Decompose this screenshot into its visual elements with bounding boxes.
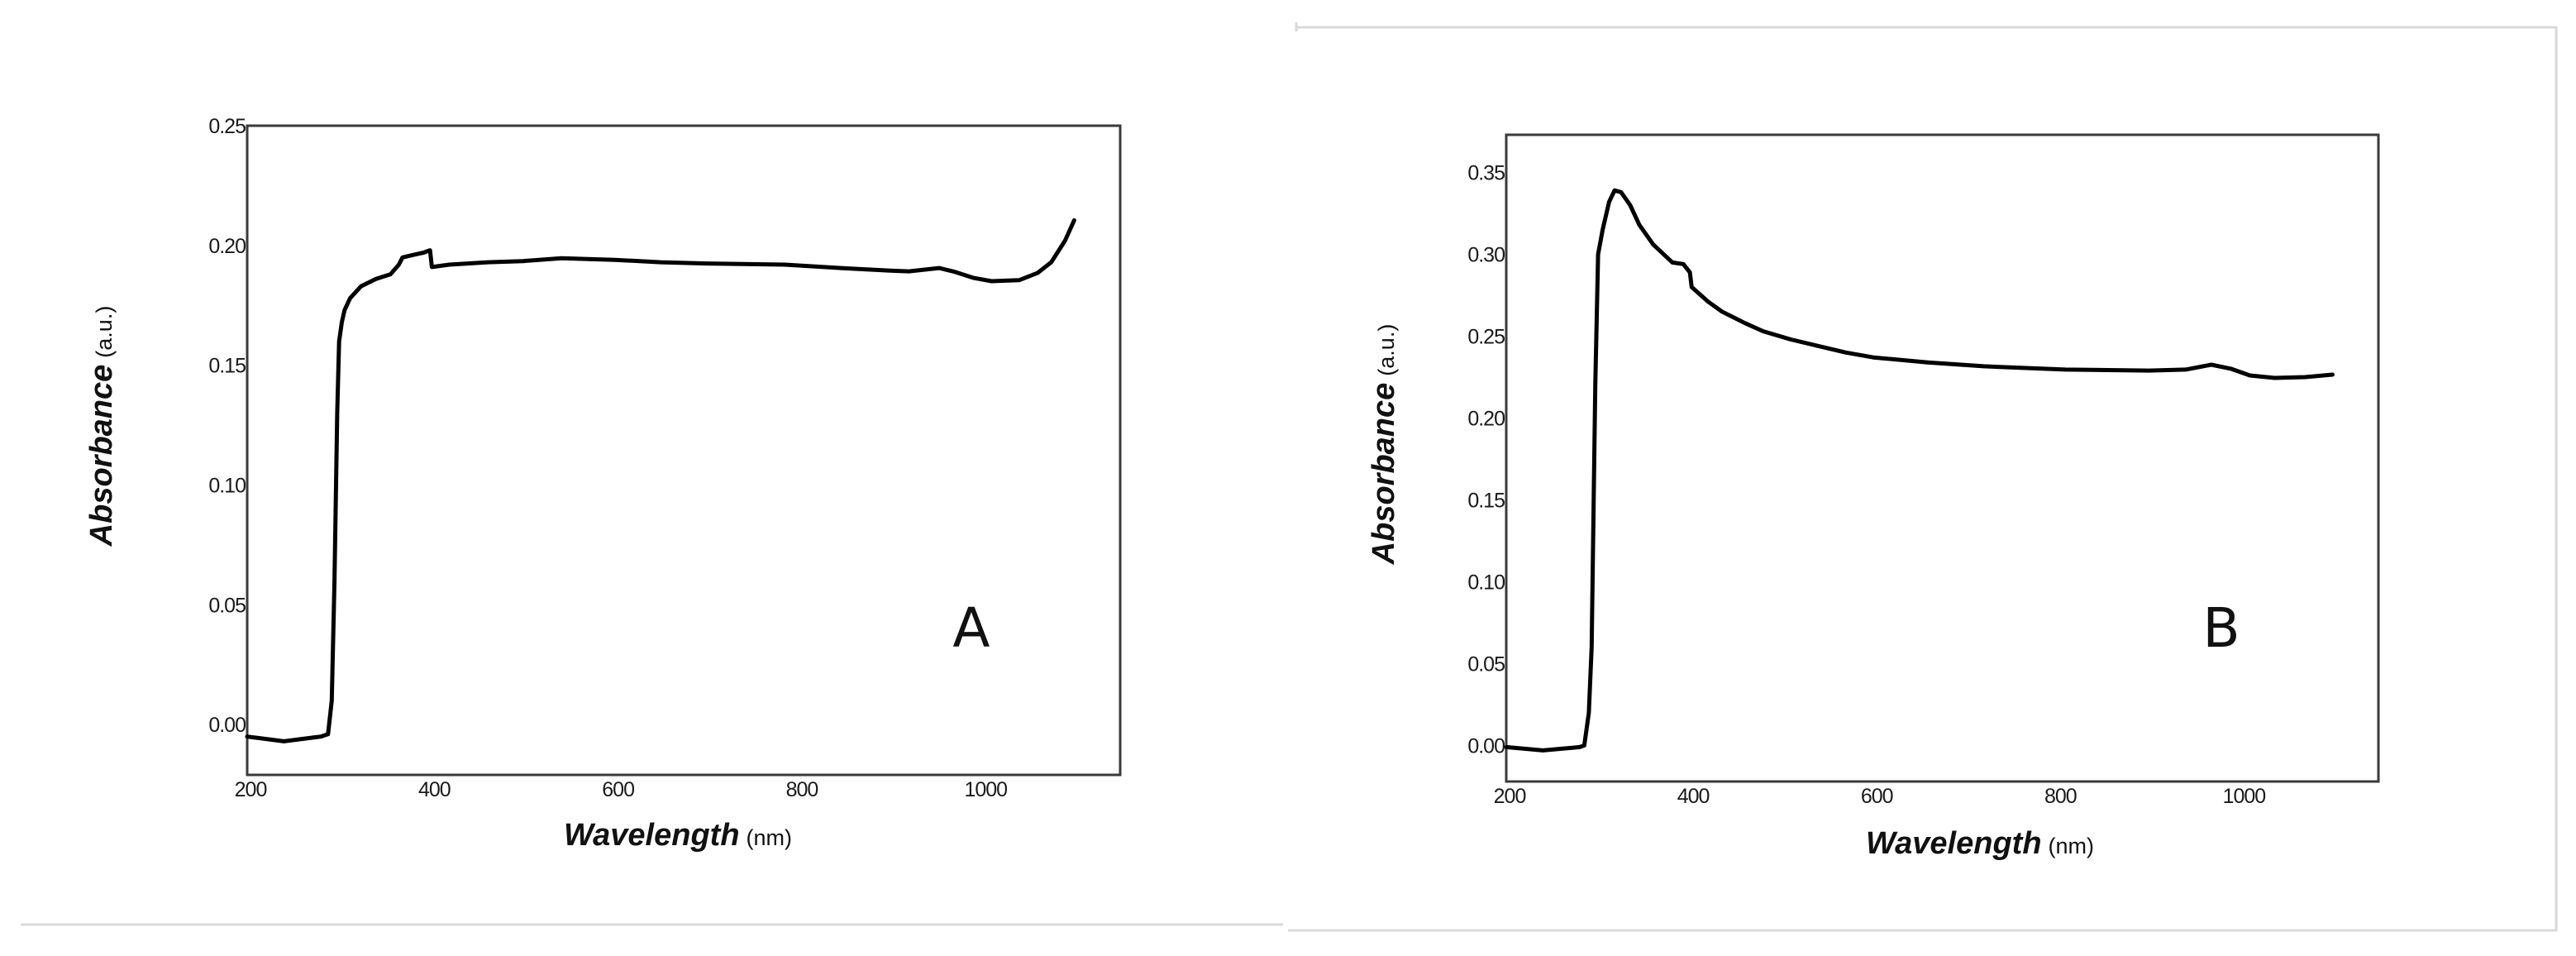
x-tick-label: 400 xyxy=(418,778,451,801)
absorbance-curve-b xyxy=(1504,188,2335,753)
y-tick-label: 0.00 xyxy=(1467,734,1505,758)
y-axis-ticks-b: 0.00 0.05 0.10 0.15 0.20 0.25 0.30 0.35 xyxy=(1467,162,1505,758)
y-tick-label: 0.25 xyxy=(1467,326,1505,349)
x-tick-label: 400 xyxy=(1677,785,1710,808)
y-tick-label: 0.20 xyxy=(1467,407,1505,430)
y-tick-label: 0.05 xyxy=(208,594,246,617)
x-axis-title-b: Wavelength (nm) xyxy=(1866,826,2094,861)
x-tick-label: 200 xyxy=(235,778,267,801)
panel-label-b: B xyxy=(2202,596,2240,660)
panel-b-border xyxy=(1288,26,2558,932)
y-tick-label: 0.25 xyxy=(208,115,246,138)
y-tick-label: 0.10 xyxy=(1467,571,1505,594)
x-axis-ticks-a: 200 400 600 800 1000 xyxy=(235,778,1009,801)
plot-area-a xyxy=(246,124,1122,777)
y-axis-ticks-a: 0.00 0.05 0.10 0.15 0.20 0.25 xyxy=(208,115,246,737)
x-tick-label: 600 xyxy=(602,778,634,801)
y-tick-label: 0.10 xyxy=(208,475,246,498)
absorbance-curve-a xyxy=(245,217,1076,743)
panel-label-a: A xyxy=(952,596,990,660)
x-axis-title-a: Wavelength (nm) xyxy=(564,818,792,853)
y-tick-label: 0.35 xyxy=(1467,162,1505,185)
chart-panel-a: 0.00 0.05 0.10 0.15 0.20 0.25 200 400 600 800 100… xyxy=(84,115,1122,853)
chart-panel-b: 0.00 0.05 0.10 0.15 0.20 0.25 0.30 0.35 200 400 6… xyxy=(1367,133,2380,861)
x-tick-label: 200 xyxy=(1494,785,1526,808)
x-tick-label: 800 xyxy=(786,778,818,801)
y-tick-label: 0.30 xyxy=(1467,244,1505,267)
x-tick-label: 1000 xyxy=(2223,785,2266,808)
y-axis-title-b: Absorbance(a.u.) xyxy=(1367,324,1401,566)
y-tick-label: 0.20 xyxy=(208,235,246,258)
x-axis-ticks-b: 200 400 600 800 1000 xyxy=(1494,785,2267,808)
y-tick-label: 0.05 xyxy=(1467,652,1505,676)
x-tick-label: 600 xyxy=(1861,785,1893,808)
x-tick-label: 1000 xyxy=(964,778,1007,801)
x-tick-label: 800 xyxy=(2044,785,2077,808)
y-axis-title-a: Absorbance(a.u.) xyxy=(84,306,119,547)
y-tick-label: 0.00 xyxy=(208,714,246,737)
y-tick-label: 0.15 xyxy=(1467,489,1505,512)
y-tick-label: 0.15 xyxy=(208,355,246,378)
plot-area-b xyxy=(1505,133,2380,783)
